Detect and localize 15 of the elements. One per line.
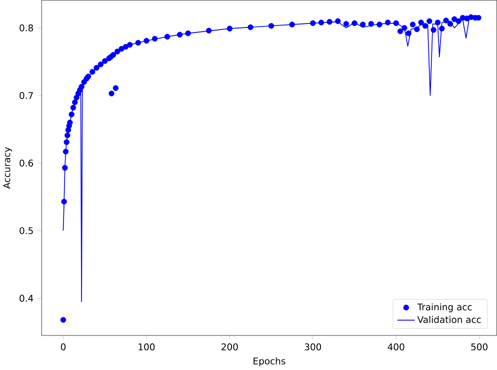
x-tick-label: 400 xyxy=(388,344,404,351)
x-tick-label: 500 xyxy=(471,344,488,351)
legend-label: Training acc xyxy=(417,303,472,312)
x-tick-label: 300 xyxy=(304,344,322,351)
x-axis-title: Epochs xyxy=(254,358,286,366)
x-tick-label: 100 xyxy=(138,344,155,351)
y-tick-label: 0.4 xyxy=(20,294,34,302)
x-tick-label: 200 xyxy=(222,344,238,351)
y-tick-label: 0.7 xyxy=(20,92,33,100)
y-axis-title: Accuracy xyxy=(3,147,12,189)
y-tick-label: 0.5 xyxy=(20,227,33,234)
x-tick-label: 0 xyxy=(60,344,66,351)
y-tick-label: 0.8 xyxy=(20,24,34,32)
y-tick-label: 0.6 xyxy=(20,160,34,167)
legend-label: Validation acc xyxy=(417,316,481,324)
